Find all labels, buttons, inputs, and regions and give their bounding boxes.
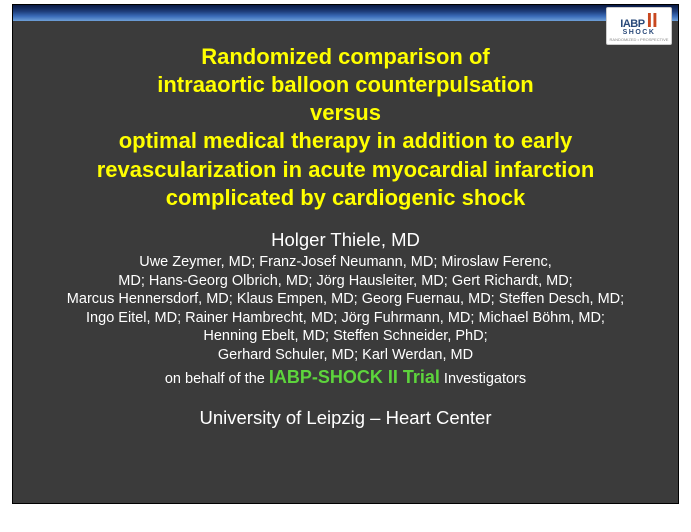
author-line: Uwe Zeymer, MD; Franz-Josef Neumann, MD;… <box>139 254 552 270</box>
logo-tagline: RANDOMIZED • PROSPECTIVE <box>610 37 669 42</box>
title-line: revascularization in acute myocardial in… <box>97 157 595 182</box>
author-line: MD; Hans-Georg Olbrich, MD; Jörg Hauslei… <box>118 273 572 289</box>
page: IABP II SHOCK RANDOMIZED • PROSPECTIVE R… <box>0 0 691 532</box>
affiliation: University of Leipzig – Heart Center <box>43 407 648 429</box>
logo-ii-text: II <box>647 11 658 31</box>
slide: IABP II SHOCK RANDOMIZED • PROSPECTIVE R… <box>12 4 679 504</box>
author-line: Marcus Hennersdorf, MD; Klaus Empen, MD;… <box>67 291 624 307</box>
logo-top-row: IABP II <box>620 11 657 31</box>
slide-title: Randomized comparison of intraaortic bal… <box>43 43 648 212</box>
title-line: Randomized comparison of <box>201 44 489 69</box>
slide-content: Randomized comparison of intraaortic bal… <box>13 43 678 429</box>
trial-logo: IABP II SHOCK RANDOMIZED • PROSPECTIVE <box>606 7 672 45</box>
title-line: optimal medical therapy in addition to e… <box>119 128 573 153</box>
logo-shock-text: SHOCK <box>623 29 656 36</box>
header-stripe <box>13 5 678 21</box>
presenter-name: Holger Thiele, MD <box>43 228 648 251</box>
author-line: Henning Ebelt, MD; Steffen Schneider, Ph… <box>203 328 487 344</box>
behalf-prefix: on behalf of the <box>165 371 269 387</box>
author-list: Uwe Zeymer, MD; Franz-Josef Neumann, MD;… <box>43 253 648 364</box>
title-line: intraaortic balloon counterpulsation <box>157 72 533 97</box>
title-line: complicated by cardiogenic shock <box>166 185 525 210</box>
behalf-suffix: Investigators <box>440 371 526 387</box>
author-line: Gerhard Schuler, MD; Karl Werdan, MD <box>218 347 473 363</box>
author-line: Ingo Eitel, MD; Rainer Hambrecht, MD; Jö… <box>86 310 605 326</box>
trial-name: IABP-SHOCK II Trial <box>269 367 440 387</box>
title-line: versus <box>310 100 381 125</box>
behalf-line: on behalf of the IABP-SHOCK II Trial Inv… <box>43 366 648 389</box>
